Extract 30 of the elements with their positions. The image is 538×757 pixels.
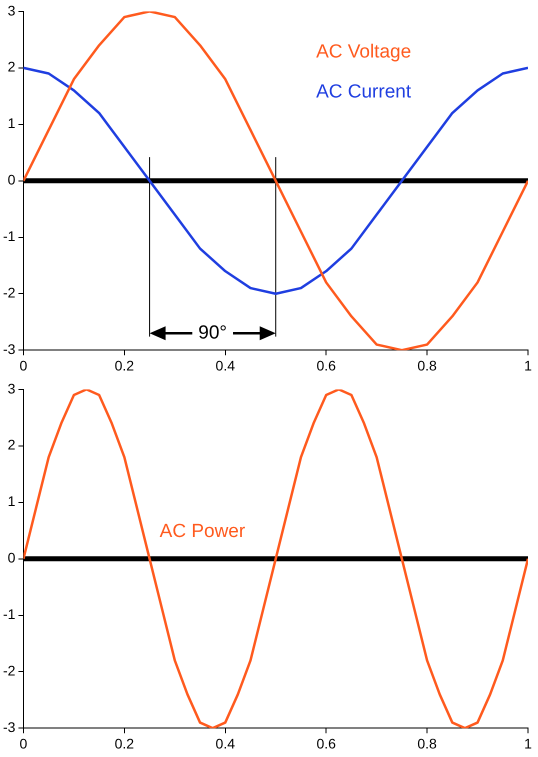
y-tick-label: 3	[8, 380, 16, 396]
x-tick-label: 0.6	[316, 357, 336, 374]
x-tick-label: 0.2	[114, 357, 134, 374]
x-tick-label: 0.6	[316, 735, 336, 752]
x-tick-label: 0	[20, 357, 28, 374]
x-tick-label: 1	[524, 357, 532, 374]
y-tick-label: 0	[8, 550, 16, 566]
x-tick-label: 0.4	[216, 357, 236, 374]
y-tick-label: 2	[8, 436, 16, 453]
x-tick-label: 0.8	[417, 735, 438, 752]
y-tick-label: -3	[2, 719, 16, 736]
y-tick-label: 3	[8, 2, 16, 18]
y-tick-label: -2	[2, 662, 16, 679]
y-tick-label: 1	[8, 493, 16, 510]
x-tick-label: 0.8	[417, 357, 438, 374]
x-tick-label: 0.2	[114, 735, 134, 752]
x-tick-label: 0	[20, 735, 28, 752]
y-tick-label: -2	[2, 284, 16, 301]
x-tick-label: 0.4	[216, 735, 236, 752]
text: AC Voltage	[316, 41, 412, 62]
y-tick-label: 0	[8, 172, 16, 188]
x-tick-label: 1	[524, 735, 532, 752]
y-tick-label: -3	[2, 341, 16, 358]
annotation: 90°	[198, 322, 228, 344]
y-tick-label: -1	[2, 606, 16, 622]
text: AC Current	[316, 81, 412, 102]
y-tick-label: -1	[2, 228, 16, 244]
y-tick-label: 2	[8, 58, 16, 75]
series-label: AC Power	[160, 520, 246, 542]
y-tick-label: 1	[8, 115, 16, 132]
